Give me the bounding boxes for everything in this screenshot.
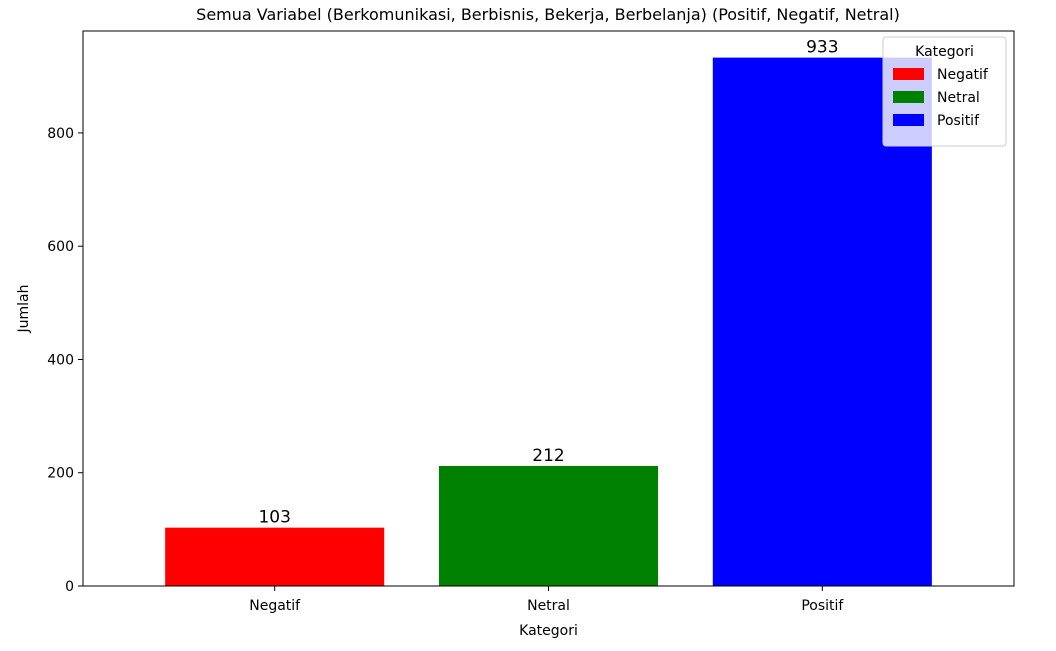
data-label-netral: 212 (532, 446, 564, 466)
bar-negatif (165, 527, 385, 586)
y-tick-label-400: 400 (47, 352, 74, 368)
x-axis-label: Kategori (519, 623, 578, 639)
x-tick-label-positif: Positif (801, 598, 844, 614)
x-tick-label-netral: Netral (527, 598, 570, 614)
y-tick-label-800: 800 (47, 126, 74, 142)
y-tick-label-0: 0 (65, 579, 74, 595)
legend-swatch-positif (893, 114, 924, 126)
legend-title: Kategori (915, 44, 974, 60)
y-axis-label: Jumlah (16, 285, 32, 334)
x-axis: Negatif Netral Positif (249, 586, 844, 614)
legend-label-positif: Positif (937, 113, 980, 129)
y-axis: 0 200 400 600 800 (47, 126, 83, 595)
bars-group (165, 57, 932, 586)
data-label-negatif: 103 (258, 508, 290, 528)
data-label-positif: 933 (806, 38, 838, 58)
x-tick-label-negatif: Negatif (249, 598, 301, 614)
legend-label-netral: Netral (937, 90, 980, 106)
chart-title: Semua Variabel (Berkomunikasi, Berbisnis… (196, 5, 900, 24)
legend-label-negatif: Negatif (937, 67, 989, 83)
legend-swatch-negatif (893, 68, 924, 80)
legend: Kategori Negatif Netral Positif (882, 36, 1007, 147)
legend-swatch-netral (893, 91, 924, 103)
y-tick-label-600: 600 (47, 239, 74, 255)
value-labels-group: 103 212 933 (258, 38, 838, 528)
bar-netral (438, 465, 659, 586)
y-tick-label-200: 200 (47, 466, 74, 482)
